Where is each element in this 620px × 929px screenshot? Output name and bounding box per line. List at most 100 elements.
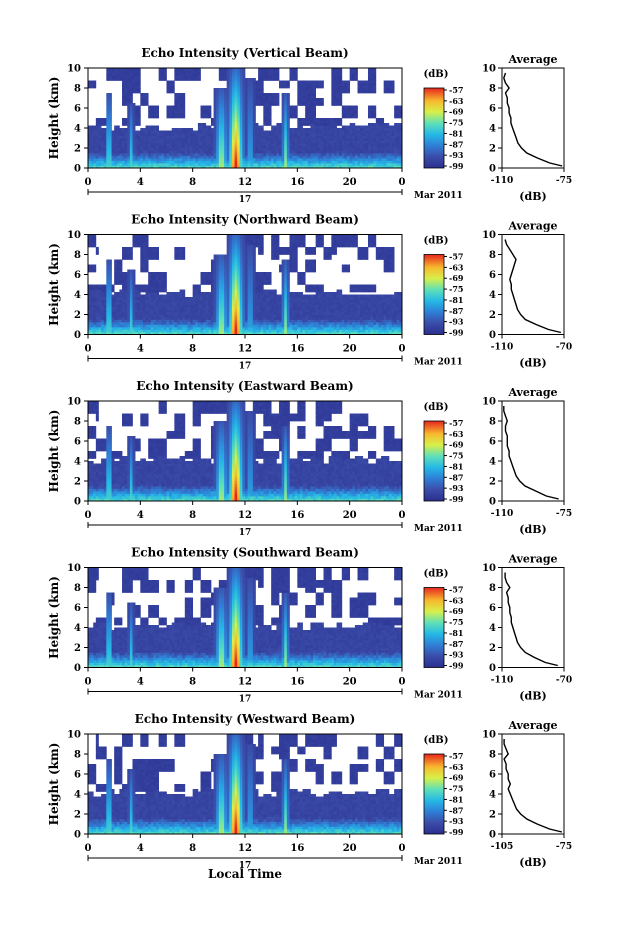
heatmap-cell	[294, 110, 298, 114]
heatmap-cell	[174, 75, 178, 79]
heatmap-cell	[200, 155, 204, 159]
heatmap-cell	[292, 155, 296, 159]
heatmap-cell	[347, 125, 351, 129]
heatmap-cell	[347, 155, 351, 159]
heatmap-cell	[292, 158, 296, 161]
heatmap-cell	[166, 110, 170, 114]
heatmap-cell	[286, 118, 290, 121]
heatmap-cell	[171, 140, 175, 144]
heatmap-cell	[216, 289, 220, 293]
heatmap-cell	[399, 140, 403, 144]
heatmap-cell	[88, 140, 91, 144]
heatmap-cell	[394, 145, 398, 149]
heatmap-cell	[90, 304, 94, 308]
heatmap-cell	[161, 314, 165, 318]
heatmap-cell	[171, 135, 175, 139]
heatmap-cell	[176, 130, 180, 134]
heatmap-cell	[174, 314, 178, 318]
heatmap-cell	[231, 332, 235, 335]
heatmap-cell	[237, 93, 241, 96]
heatmap-cell	[252, 88, 256, 91]
heatmap-cell	[140, 158, 144, 161]
heatmap-cell	[265, 145, 269, 149]
heatmap-cell	[108, 155, 112, 159]
heatmap-cell	[281, 160, 285, 164]
heatmap-cell	[114, 259, 118, 263]
heatmap-cell	[106, 297, 110, 300]
heatmap-cell	[237, 237, 241, 240]
heatmap-cell	[260, 165, 264, 169]
heatmap-cell	[265, 138, 269, 141]
heatmap-cell	[255, 93, 259, 96]
heatmap-cell	[339, 128, 343, 131]
heatmap-cell	[213, 145, 217, 149]
heatmap-cell	[119, 143, 123, 146]
heatmap-cell	[101, 158, 105, 161]
heatmap-cell	[224, 277, 228, 280]
heatmap-cell	[258, 138, 262, 141]
heatmap-cell	[153, 133, 157, 136]
heatmap-cell	[273, 103, 277, 106]
heatmap-cell	[320, 135, 324, 139]
heatmap-cell	[203, 297, 207, 300]
heatmap-cell	[108, 287, 112, 290]
heatmap-cell	[135, 140, 139, 144]
heatmap-cell	[132, 279, 136, 283]
heatmap-cell	[271, 133, 275, 136]
heatmap-cell	[122, 287, 125, 290]
heatmap-cell	[140, 103, 144, 106]
heatmap-cell	[137, 80, 141, 84]
heatmap-cell	[158, 332, 162, 335]
heatmap-cell	[313, 115, 316, 119]
heatmap-cell	[229, 274, 233, 278]
heatmap-cell	[258, 128, 262, 131]
profile-y-tick-label: 4	[489, 124, 496, 135]
heatmap-cell	[281, 118, 285, 121]
heatmap-cell	[354, 115, 358, 119]
heatmap-cell	[234, 267, 238, 270]
heatmap-cell	[108, 158, 112, 161]
heatmap-cell	[163, 289, 167, 293]
heatmap-cell	[218, 332, 222, 335]
heatmap-cell	[108, 160, 112, 164]
heatmap-cell	[208, 113, 212, 116]
heatmap-cell	[166, 155, 170, 159]
heatmap-cell	[145, 95, 149, 99]
heatmap-cell	[271, 70, 275, 74]
heatmap-cell	[331, 135, 335, 139]
heatmap-cell	[216, 262, 220, 265]
heatmap-cell	[88, 317, 91, 320]
heatmap-cell	[239, 294, 243, 298]
heatmap-cell	[200, 274, 204, 278]
heatmap-cell	[114, 302, 118, 305]
heatmap-cell	[396, 155, 400, 159]
heatmap-cell	[315, 123, 319, 126]
heatmap-cell	[388, 83, 392, 86]
heatmap-cell	[156, 287, 159, 290]
heatmap-cell	[114, 329, 118, 333]
heatmap-cell	[179, 75, 183, 79]
heatmap-cell	[370, 140, 374, 144]
heatmap-cell	[142, 242, 146, 245]
heatmap-cell	[140, 242, 144, 245]
heatmap-cell	[127, 163, 131, 166]
heatmap-cell	[205, 302, 209, 305]
heatmap-cell	[132, 85, 136, 89]
heatmap-cell	[210, 327, 214, 330]
heatmap-cell	[289, 115, 293, 119]
heatmap-cell	[313, 88, 316, 91]
heatmap-cell	[234, 254, 238, 258]
heatmap-cell	[187, 309, 191, 313]
heatmap-cell	[103, 138, 107, 141]
heatmap-cell	[237, 163, 241, 166]
heatmap-cell	[286, 143, 290, 146]
heatmap-cell	[265, 155, 269, 159]
heatmap-cell	[307, 158, 311, 161]
heatmap-cell	[88, 239, 91, 243]
heatmap-cell	[333, 160, 337, 164]
heatmap-cell	[111, 70, 115, 74]
heatmap-cell	[265, 165, 269, 169]
heatmap-cell	[93, 327, 97, 330]
heatmap-cell	[129, 105, 133, 109]
heatmap-cell	[171, 294, 175, 298]
